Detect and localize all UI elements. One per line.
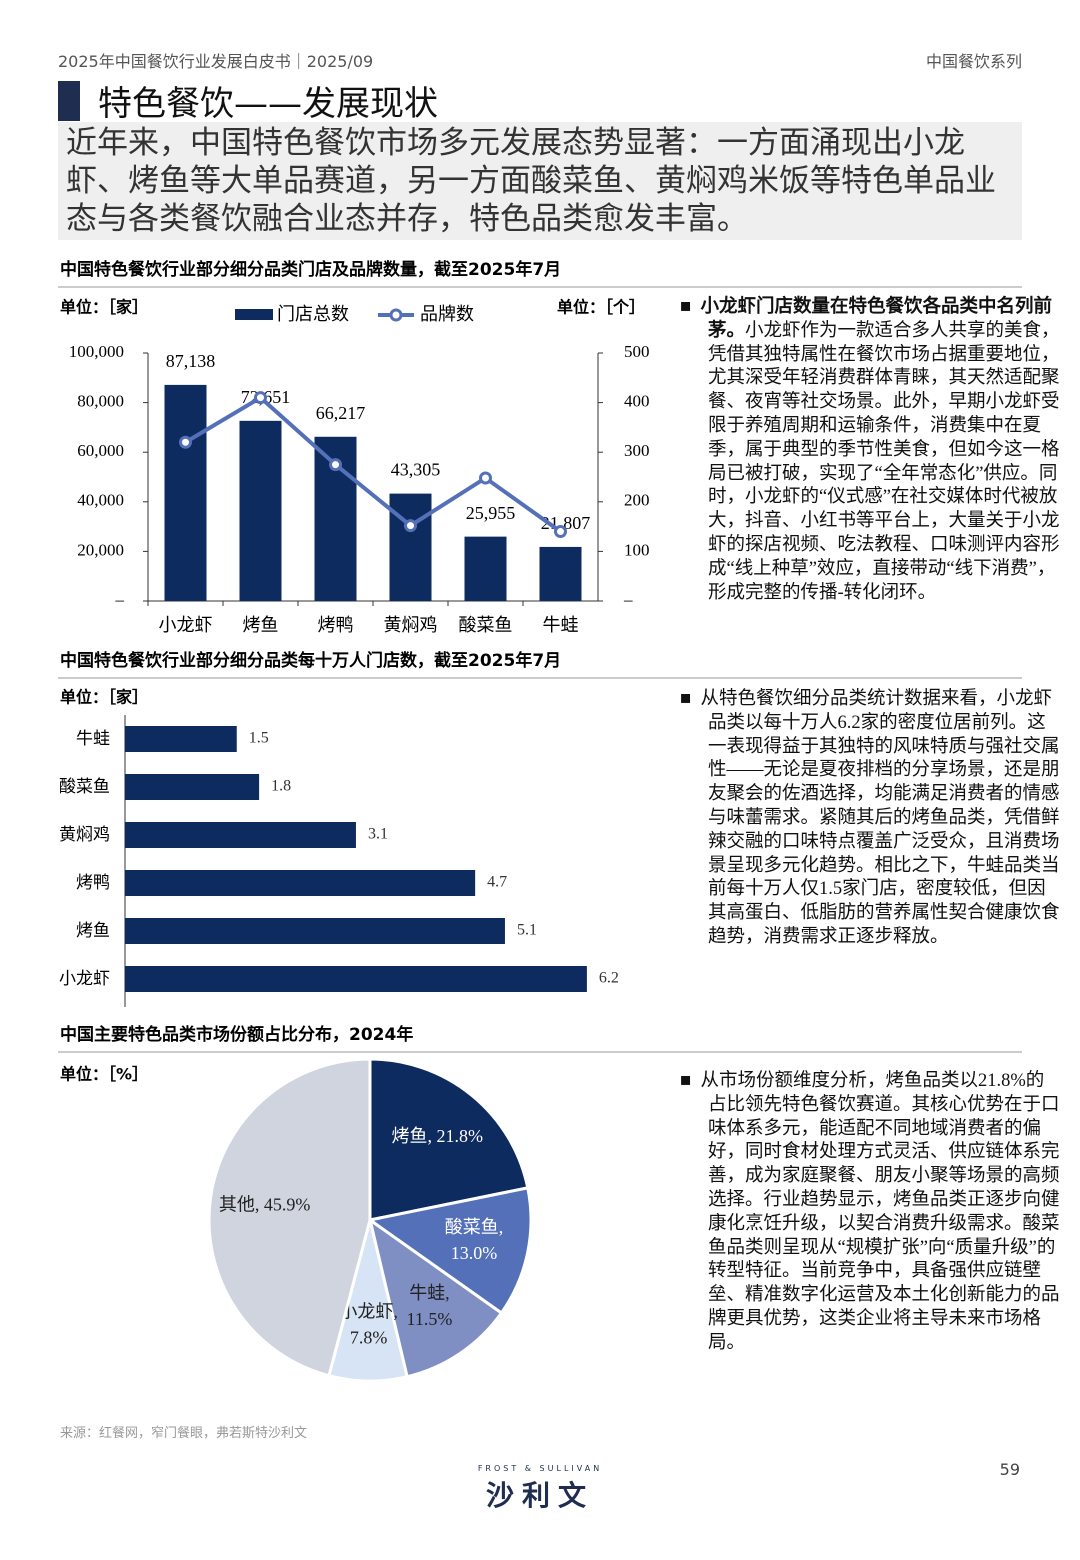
x-tick-label: 酸菜鱼 xyxy=(459,615,513,636)
line-point xyxy=(479,471,492,485)
bar xyxy=(125,966,587,992)
header-left: 2025年中国餐饮行业发展白皮书｜2025/09 xyxy=(58,52,374,71)
bar xyxy=(125,918,505,944)
x-tick-label: 牛蛙 xyxy=(543,615,579,636)
value-label: 烤鱼, 21.8% xyxy=(391,1126,483,1146)
x-unit: 单位：［家］ xyxy=(60,688,148,707)
paragraph: ■ 从市场份额维度分析，烤鱼品类以21.8%的占比领先特色餐饮赛道。其核心优势在… xyxy=(680,1071,1060,1353)
y-tick-label: 小龙虾 xyxy=(59,969,110,989)
legend-label: 品牌数 xyxy=(420,304,474,325)
x-tick-label: 烤鱼 xyxy=(243,615,279,636)
summary: 近年来，中国特色餐饮市场多元发展态势显著：一方面涌现出小龙虾、烤鱼等大单品赛道，… xyxy=(58,122,1022,240)
chart-title: 中国特色餐饮行业部分细分品类门店及品牌数量，截至2025年7月 xyxy=(60,259,561,280)
value-label: 7.8% xyxy=(350,1327,388,1347)
y-tick-label: 牛蛙 xyxy=(76,729,110,749)
paragraph-text: 从特色餐饮细分品类统计数据来看，小龙虾品类以每十万人6.2家的密度位居前列。这一… xyxy=(700,689,1060,947)
value-label: 11.5% xyxy=(407,1309,453,1329)
y-unit: 单位：［家］ xyxy=(60,298,148,317)
legend-swatch xyxy=(389,308,403,322)
line-point xyxy=(329,458,342,472)
value-label: 87,138 xyxy=(166,351,216,371)
y-tick-label: – xyxy=(115,590,125,609)
line-point xyxy=(179,435,192,449)
y2-unit: 单位：［个］ xyxy=(557,298,645,317)
paragraph-text: 小龙虾作为一款适合多人共享的美食，凭借其独特属性在餐饮市场占据重要地位，尤其深受… xyxy=(708,320,1060,603)
value-label: 66,217 xyxy=(316,403,366,423)
chart-title: 中国特色餐饮行业部分细分品类每十万人门店数，截至2025年7月 xyxy=(60,650,561,671)
title-text: 特色餐饮——发展现状 xyxy=(98,84,438,124)
line-point xyxy=(404,519,417,533)
value-label: 小龙虾, xyxy=(339,1301,398,1321)
paragraph: ■ 小龙虾门店数量在特色餐饮各品类中名列前茅。小龙虾作为一款适合多人共享的美食，… xyxy=(680,297,1060,603)
y-tick-label: 40,000 xyxy=(77,491,124,510)
bar xyxy=(125,774,260,800)
line-point xyxy=(254,391,267,405)
x-tick-label: 小龙虾 xyxy=(159,615,213,636)
value-label: 4.7 xyxy=(487,874,507,891)
value-label: 酸菜鱼, xyxy=(445,1217,504,1237)
pie-slice xyxy=(366,1186,533,1316)
x-tick-label: 黄焖鸡 xyxy=(384,615,438,636)
bar xyxy=(125,822,356,848)
y-tick-label: 20,000 xyxy=(77,540,124,559)
value-label: 3.1 xyxy=(368,826,388,843)
y2-tick-label: 500 xyxy=(624,342,650,361)
value-label: 1.5 xyxy=(249,730,269,747)
bar xyxy=(539,546,582,601)
value-label: 5.1 xyxy=(517,922,537,939)
pie-slice xyxy=(368,1057,530,1222)
logo-cn: 沙利文 xyxy=(485,1479,594,1512)
chart-title: 中国主要特色品类市场份额占比分布，2024年 xyxy=(60,1024,413,1045)
y2-tick-label: – xyxy=(623,590,633,609)
legend-swatch xyxy=(235,309,273,320)
value-label: 13.0% xyxy=(451,1243,498,1263)
paragraph-text: 从市场份额维度分析，烤鱼品类以21.8%的占比领先特色餐饮赛道。其核心优势在于口… xyxy=(700,1071,1060,1353)
y-tick-label: 黄焖鸡 xyxy=(59,825,110,845)
page-title: 特色餐饮——发展现状 xyxy=(58,76,438,125)
y-tick-label: 烤鱼 xyxy=(76,921,110,941)
y-tick-label: 烤鸭 xyxy=(76,873,110,893)
unit: 单位：［%］ xyxy=(60,1065,148,1084)
value-label: 6.2 xyxy=(599,970,619,987)
x-tick-label: 烤鸭 xyxy=(318,615,354,636)
title-block xyxy=(58,80,80,121)
y-tick-label: 60,000 xyxy=(77,441,124,460)
bar xyxy=(125,870,476,896)
y2-tick-label: 200 xyxy=(624,491,650,510)
logo-en: FROST & SULLIVAN xyxy=(477,1464,603,1473)
bar xyxy=(239,420,282,601)
bar xyxy=(125,726,237,752)
value-label: 1.8 xyxy=(271,778,291,795)
y2-tick-label: 400 xyxy=(624,392,650,411)
value-label: 牛蛙, xyxy=(409,1283,450,1303)
paragraph: ■ 从特色餐饮细分品类统计数据来看，小龙虾品类以每十万人6.2家的密度位居前列。… xyxy=(680,689,1060,947)
pie-slice xyxy=(367,1216,504,1379)
bar xyxy=(164,384,207,601)
legend-label: 门店总数 xyxy=(277,304,349,325)
page-number: 59 xyxy=(999,1460,1020,1479)
value-label: 25,955 xyxy=(466,503,516,523)
paragraph-bold: 小龙虾门店数量在特色餐饮各品类中名列前茅。 xyxy=(700,297,1052,341)
y2-tick-label: 100 xyxy=(624,540,650,559)
line xyxy=(184,395,562,534)
bar xyxy=(464,536,507,601)
bar xyxy=(389,493,432,601)
y-tick-label: 100,000 xyxy=(69,342,124,361)
value-label: 其他, 45.9% xyxy=(219,1194,311,1214)
y-tick-label: 80,000 xyxy=(77,392,124,411)
header-right: 中国餐饮系列 xyxy=(925,52,1022,71)
y2-tick-label: 300 xyxy=(624,441,650,460)
line-point xyxy=(554,525,567,539)
pie-slice xyxy=(207,1057,372,1378)
source: 来源：红餐网，窄门餐眼，弗若斯特沙利文 xyxy=(60,1426,308,1441)
y-tick-label: 酸菜鱼 xyxy=(59,777,110,797)
value-label: 43,305 xyxy=(391,460,441,480)
